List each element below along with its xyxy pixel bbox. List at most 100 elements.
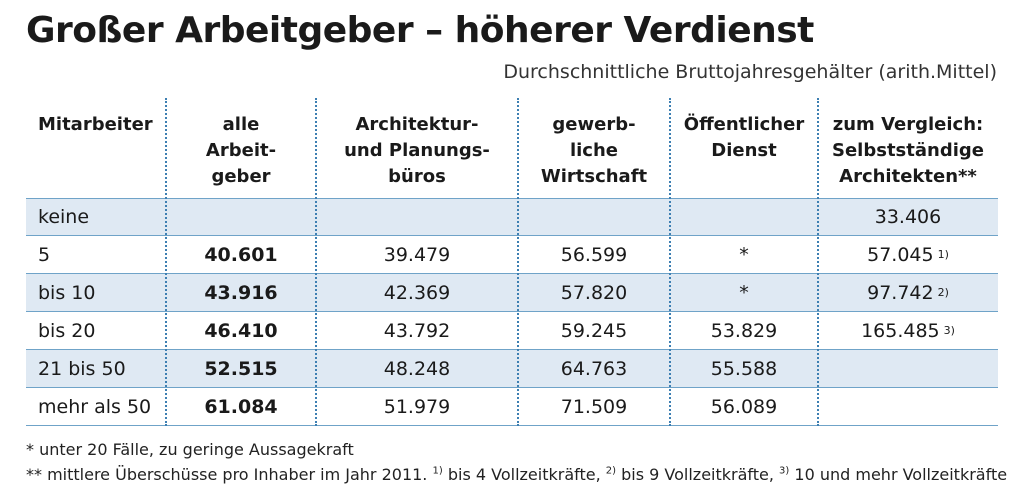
table-row: 5 40.601 39.479 56.599 * 57.045 1) bbox=[26, 236, 998, 274]
table-cell: 55.588 bbox=[670, 350, 818, 387]
cell-value: 52.515 bbox=[204, 357, 278, 380]
header-line: liche bbox=[569, 140, 619, 161]
table-cell bbox=[818, 388, 998, 425]
header-gewerbliche-wirtschaft: gewerb- liche Wirtschaft bbox=[518, 98, 670, 198]
table-cell: 43.916 bbox=[166, 274, 316, 311]
row-label: bis 10 bbox=[38, 281, 96, 304]
table-cell bbox=[518, 199, 670, 235]
header-line: Wirtschaft bbox=[540, 166, 648, 187]
table-cell: 40.601 bbox=[166, 236, 316, 273]
table-cell: 97.742 2) bbox=[867, 281, 949, 304]
footnotes: * unter 20 Fälle, zu geringe Aussagekraf… bbox=[26, 437, 1007, 487]
cell-value: 48.248 bbox=[383, 357, 451, 380]
column-divider bbox=[517, 98, 519, 426]
table-row: bis 20 46.410 43.792 59.245 53.829 165.485 3) bbox=[26, 312, 998, 350]
salary-table: Mitarbeiter alle Arbeit- geber Architekt… bbox=[26, 98, 998, 426]
footnote-marker: 2) bbox=[605, 465, 617, 477]
table-cell: 46.410 bbox=[166, 312, 316, 349]
header-mitarbeiter: Mitarbeiter bbox=[26, 98, 166, 198]
table-row: keine 33.406 bbox=[26, 198, 998, 236]
header-line: gewerb- bbox=[552, 114, 636, 135]
cell-value: 42.369 bbox=[383, 281, 451, 304]
header-line: und Planungs- bbox=[344, 140, 490, 161]
table-row: mehr als 50 61.084 51.979 71.509 56.089 bbox=[26, 388, 998, 426]
table-row: 21 bis 50 52.515 48.248 64.763 55.588 bbox=[26, 350, 998, 388]
table-cell: 57.045 1) bbox=[867, 243, 949, 266]
cell-value: 43.792 bbox=[383, 319, 451, 342]
header-line: Architektur- bbox=[355, 114, 479, 135]
header-line: geber bbox=[211, 166, 271, 187]
table-cell: 56.089 bbox=[670, 388, 818, 425]
row-label: mehr als 50 bbox=[38, 395, 152, 418]
header-line: zum Vergleich: bbox=[832, 114, 984, 135]
table-header-row: Mitarbeiter alle Arbeit- geber Architekt… bbox=[26, 98, 998, 198]
header-architekturbueros: Architektur- und Planungs- büros bbox=[316, 98, 518, 198]
table-body: keine 33.406 5 40.601 39.479 56.599 * 57.045 1) b… bbox=[26, 198, 998, 426]
header-line: alle bbox=[222, 114, 260, 135]
column-divider bbox=[817, 98, 819, 426]
table-cell: 165.485 3) bbox=[861, 319, 955, 342]
table-cell: * bbox=[670, 236, 818, 273]
table-cell: 57.820 bbox=[518, 274, 670, 311]
table-cell: 52.515 bbox=[166, 350, 316, 387]
cell-value: 33.406 bbox=[874, 206, 942, 228]
footnote-text: 10 und mehr Vollzeitkräfte bbox=[789, 465, 1008, 484]
cell-value: 165.485 bbox=[861, 319, 940, 342]
cell-value: 71.509 bbox=[560, 395, 628, 418]
cell-value: 56.599 bbox=[560, 243, 628, 266]
cell-value: 57.045 bbox=[867, 243, 934, 266]
cell-value: 97.742 bbox=[867, 281, 934, 304]
cell-value: 39.479 bbox=[383, 243, 451, 266]
header-line: Architekten** bbox=[839, 166, 977, 187]
footnote-marker: 1) bbox=[432, 465, 443, 477]
column-divider bbox=[315, 98, 317, 426]
header-line: Dienst bbox=[711, 140, 777, 161]
table-cell bbox=[316, 199, 518, 235]
header-line: Öffentlicher bbox=[683, 114, 805, 135]
table-cell: 39.479 bbox=[316, 236, 518, 273]
header-line: Arbeit- bbox=[205, 140, 277, 161]
cell-value: 57.820 bbox=[560, 281, 628, 304]
row-label: bis 20 bbox=[38, 319, 96, 342]
row-label: 21 bis 50 bbox=[38, 357, 126, 380]
cell-value: 43.916 bbox=[204, 281, 278, 304]
footnote-asterisk: * unter 20 Fälle, zu geringe Aussagekraf… bbox=[26, 440, 354, 459]
cell-value: 46.410 bbox=[204, 319, 278, 342]
footnote-text: ** mittlere Überschüsse pro Inhaber im J… bbox=[26, 465, 433, 484]
row-label: keine bbox=[38, 206, 90, 228]
cell-value: * bbox=[739, 281, 749, 304]
cell-value: 59.245 bbox=[560, 319, 628, 342]
cell-value: 40.601 bbox=[204, 243, 278, 266]
table-cell: 51.979 bbox=[316, 388, 518, 425]
cell-value: 64.763 bbox=[560, 357, 628, 380]
chart-title: Großer Arbeitgeber – höherer Verdienst bbox=[26, 10, 814, 51]
cell-value: 56.089 bbox=[710, 395, 778, 418]
footnote-double-asterisk: ** mittlere Überschüsse pro Inhaber im J… bbox=[26, 462, 1007, 487]
header-label: Mitarbeiter bbox=[38, 114, 153, 135]
header-selbststaendige: zum Vergleich: Selbstständige Architekte… bbox=[818, 98, 998, 198]
footnote-marker: 3) bbox=[779, 465, 790, 477]
table-cell: 53.829 bbox=[670, 312, 818, 349]
footnote-text: bis 9 Vollzeitkräfte, bbox=[616, 465, 780, 484]
table-cell: * bbox=[670, 274, 818, 311]
table-cell bbox=[670, 199, 818, 235]
header-alle-arbeitgeber: alle Arbeit- geber bbox=[166, 98, 316, 198]
table-cell: 64.763 bbox=[518, 350, 670, 387]
header-oeffentlicher-dienst: Öffentlicher Dienst bbox=[670, 98, 818, 198]
cell-value: 55.588 bbox=[710, 357, 778, 380]
table-cell: 61.084 bbox=[166, 388, 316, 425]
header-line: Selbstständige bbox=[832, 140, 984, 161]
cell-value: 51.979 bbox=[383, 395, 451, 418]
table-cell bbox=[818, 350, 998, 387]
cell-value: 61.084 bbox=[204, 395, 278, 418]
table-cell: 48.248 bbox=[316, 350, 518, 387]
table-cell bbox=[166, 199, 316, 235]
table-row: bis 10 43.916 42.369 57.820 * 97.742 2) bbox=[26, 274, 998, 312]
footnote-text: bis 4 Vollzeitkräfte, bbox=[442, 465, 606, 484]
table-cell: 59.245 bbox=[518, 312, 670, 349]
table-cell: 33.406 bbox=[818, 199, 998, 235]
cell-value: * bbox=[739, 243, 749, 266]
column-divider bbox=[669, 98, 671, 426]
chart-subtitle: Durchschnittliche Bruttojahresgehälter (… bbox=[503, 61, 997, 83]
table-cell: 42.369 bbox=[316, 274, 518, 311]
